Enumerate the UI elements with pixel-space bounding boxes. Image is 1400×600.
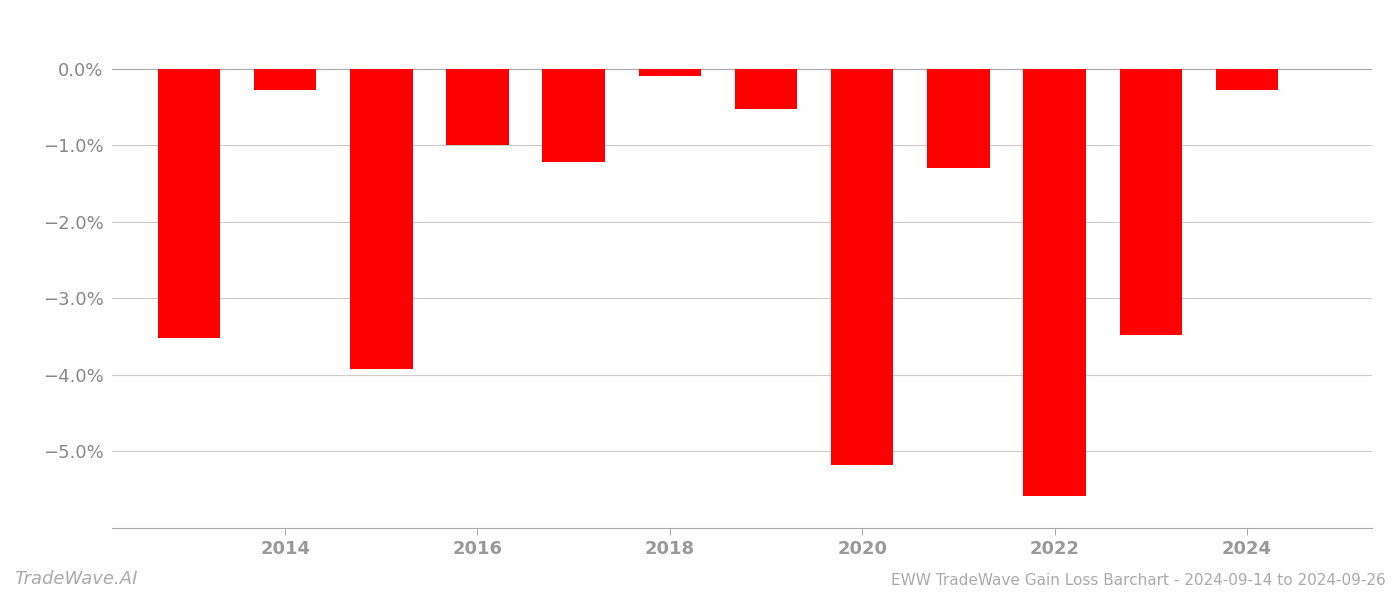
Bar bbox=[253, 69, 316, 90]
Bar bbox=[1023, 69, 1086, 496]
Bar bbox=[1215, 69, 1278, 90]
Bar bbox=[1120, 69, 1182, 335]
Bar bbox=[832, 69, 893, 465]
Text: TradeWave.AI: TradeWave.AI bbox=[14, 570, 137, 588]
Bar bbox=[927, 69, 990, 168]
Bar bbox=[735, 69, 798, 109]
Text: EWW TradeWave Gain Loss Barchart - 2024-09-14 to 2024-09-26: EWW TradeWave Gain Loss Barchart - 2024-… bbox=[892, 573, 1386, 588]
Bar bbox=[542, 69, 605, 162]
Bar bbox=[158, 69, 220, 338]
Bar bbox=[638, 69, 701, 76]
Bar bbox=[350, 69, 413, 369]
Bar bbox=[447, 69, 508, 145]
